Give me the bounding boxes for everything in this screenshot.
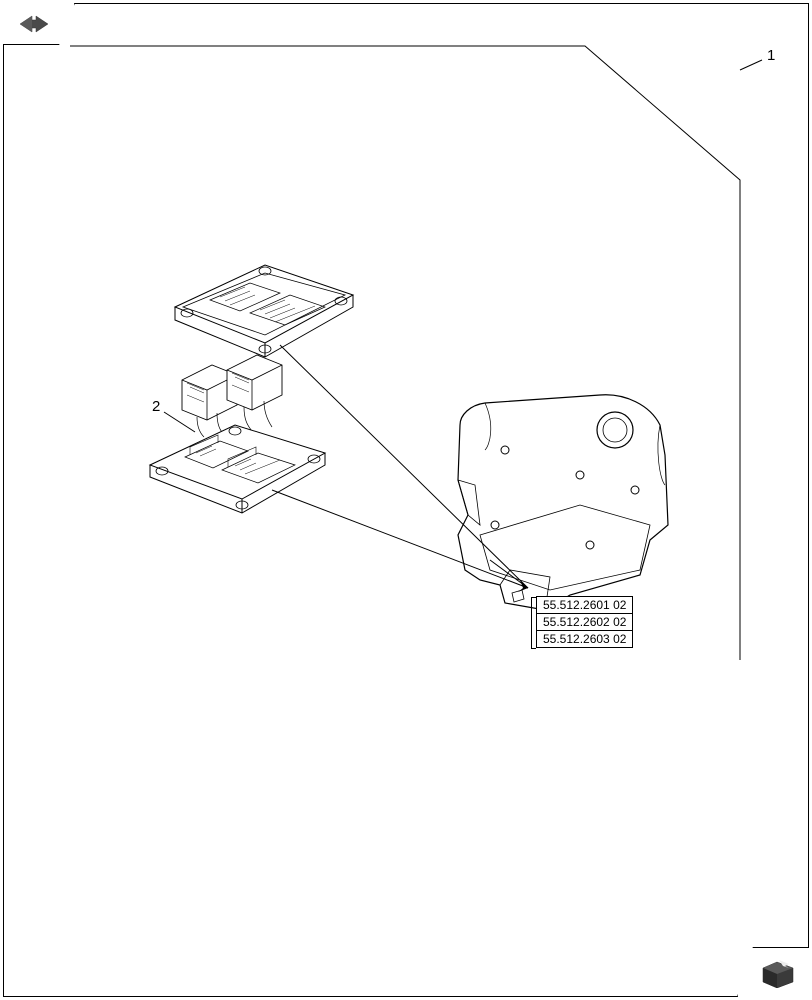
ref-row-2[interactable]: 55.512.2602 02: [536, 614, 633, 631]
ref-stack: 55.512.2601 02 55.512.2602 02 55.512.260…: [536, 596, 633, 648]
callout-assembly-text: 1: [767, 47, 775, 64]
ref-text-1: 55.512.2601 02: [543, 598, 626, 612]
page-frame: [3, 3, 809, 997]
ref-text-2: 55.512.2602 02: [543, 615, 626, 629]
callout-fuserelay: 2: [152, 398, 160, 415]
box-next-icon: [759, 958, 797, 988]
callout-assembly: 1: [767, 47, 775, 64]
callout-fuserelay-text: 2: [152, 398, 160, 415]
ref-row-1[interactable]: 55.512.2601 02: [536, 596, 633, 614]
ref-row-3[interactable]: 55.512.2603 02: [536, 631, 633, 648]
ref-text-3: 55.512.2603 02: [543, 632, 626, 646]
book-prev-icon: [18, 12, 50, 36]
